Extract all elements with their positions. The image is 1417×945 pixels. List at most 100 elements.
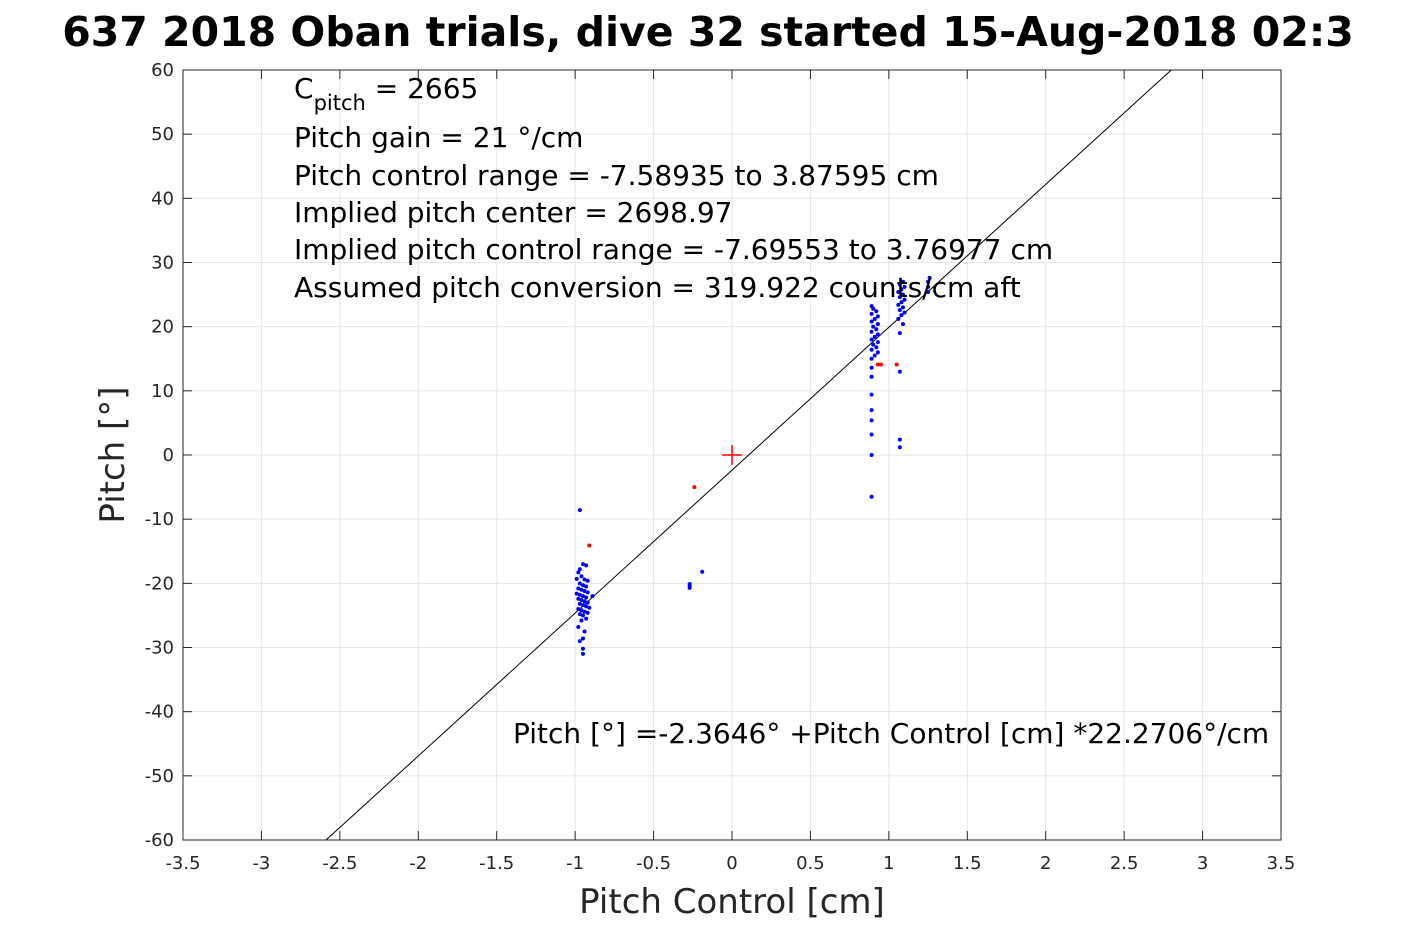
x-tick-label: -3 [252,853,270,874]
data-point [585,600,590,605]
annotation-control-range: Pitch control range = -7.58935 to 3.8759… [294,159,939,192]
data-points [574,275,932,656]
data-point [584,616,589,621]
data-point [897,369,902,374]
data-point [577,592,582,597]
data-point [872,353,877,358]
data-point [896,302,901,307]
annotation-fit-equation: Pitch [°] =-2.3646° +Pitch Control [cm] … [513,717,1269,750]
data-point [899,313,904,318]
cpitch-value: = 2665 [366,72,479,105]
data-point [875,350,880,355]
data-point [582,577,587,582]
data-point [900,305,905,310]
data-point [902,284,907,289]
x-tick-label: -3.5 [165,853,200,874]
data-point [579,574,584,579]
data-point [875,340,880,345]
y-tick-label: 20 [151,317,174,338]
data-point [902,310,907,315]
y-axis-label: Pitch [°] [93,386,133,523]
data-point [577,612,582,617]
x-tick-label: 0.5 [796,853,825,874]
data-point [894,362,899,367]
data-point [875,332,880,337]
y-tick-label: 0 [163,445,174,466]
data-point [897,331,902,336]
data-point [582,589,587,594]
data-point [869,347,874,352]
x-tick-label: 0 [726,853,737,874]
data-point [869,329,874,334]
data-point [579,608,584,613]
data-point [897,295,902,300]
data-point [875,322,880,327]
data-point [590,594,595,599]
data-point [869,374,874,379]
data-point [687,585,692,590]
data-point [869,432,874,437]
data-point [869,408,874,413]
y-tick-label: -30 [145,638,174,659]
y-tick-labels: -60 -50 -40 -30 -20 -10 0 10 20 30 40 50 60 [145,60,174,851]
data-point [926,279,931,284]
data-point [869,337,874,342]
x-tick-label: 2 [1040,853,1051,874]
y-tick-label: 30 [151,253,174,274]
data-point [585,578,590,583]
data-point [875,314,880,319]
data-point [896,290,901,295]
data-point [587,605,592,610]
x-tick-label: 3 [1197,853,1208,874]
data-point [902,297,907,302]
data-point [869,304,874,309]
data-point [871,342,876,347]
annotation-conversion: Assumed pitch conversion = 319.922 count… [294,271,1021,304]
data-point [584,604,589,609]
data-point [585,610,590,615]
data-point [587,543,592,548]
data-point [574,576,579,581]
data-point [926,284,931,289]
data-point [897,282,902,287]
data-point [577,581,582,586]
data-point [869,311,874,316]
data-point [584,563,589,568]
data-point [897,437,902,442]
y-tick-label: -20 [145,573,174,594]
data-point [897,307,902,312]
data-point [874,345,879,350]
data-point [580,651,585,656]
y-tick-label: -10 [145,509,174,530]
y-tick-label: -50 [145,766,174,787]
x-tick-label: -2.5 [322,853,357,874]
annotation-pitch-gain: Pitch gain = 21 °/cm [294,121,583,154]
data-point [580,636,585,641]
data-point [577,601,582,606]
x-tick-label: 1.5 [953,853,982,874]
data-point [582,599,587,604]
data-point [579,598,584,603]
annotation-implied-range: Implied pitch control range = -7.69553 t… [294,233,1053,266]
x-tick-label: -0.5 [636,853,671,874]
data-point [896,316,901,321]
data-point [927,275,932,280]
data-point [900,279,905,284]
y-tick-label: 50 [151,124,174,145]
x-tick-label: -2 [409,853,427,874]
data-point [869,356,874,361]
annotation-cpitch: Cpitch = 2665 [294,72,478,115]
data-point [875,362,880,367]
data-point [869,418,874,423]
data-point [897,445,902,450]
data-point [584,584,589,589]
data-point [580,603,585,608]
data-point [869,319,874,324]
data-point [577,639,582,644]
x-tick-label: 3.5 [1267,853,1296,874]
data-point [692,485,697,490]
data-point [576,586,581,591]
data-point [899,300,904,305]
data-point [872,334,877,339]
